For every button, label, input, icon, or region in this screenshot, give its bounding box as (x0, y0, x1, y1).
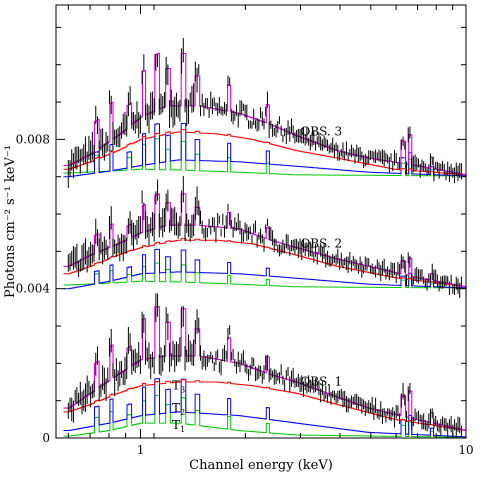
series-t1-line (63, 394, 467, 438)
series-t2-line (63, 122, 467, 178)
panel-label-obs2: OBS. 2 (300, 237, 342, 251)
plot-frame (55, 4, 467, 439)
component-subscript: 2 (180, 408, 185, 417)
panel-label-obs1: OBS. 1 (300, 375, 342, 389)
y-tick-label: 0.004 (16, 282, 51, 296)
axes-frame (55, 4, 467, 439)
series-total-model-line (63, 193, 467, 288)
component-letter: T (172, 401, 180, 415)
ticks-group (56, 5, 466, 439)
panels-group (63, 37, 467, 439)
panel-obs-3 (63, 37, 467, 188)
x-tick-label: 10 (458, 443, 473, 457)
series-total-model-line (63, 306, 467, 431)
panel-obs-1 (63, 293, 467, 439)
series-total-model-line (63, 52, 467, 176)
y-tick-label: 0 (42, 431, 50, 445)
data-points-1 (67, 175, 462, 298)
component-letter: T (172, 418, 180, 432)
series-t1-line (63, 138, 466, 177)
series-t1-line (63, 262, 466, 289)
component-label-t2: T2 (172, 401, 185, 417)
data-points-0 (67, 37, 462, 188)
component-letter: T (172, 378, 180, 392)
component-subscript: 1 (180, 425, 185, 434)
data-points-2 (67, 293, 462, 439)
component-label-t1: T1 (172, 418, 185, 434)
component-label-t3: T3 (172, 378, 185, 394)
series-t3-line (63, 129, 467, 176)
panel-obs-2 (63, 175, 467, 298)
y-tick-label: 0.008 (16, 132, 50, 146)
series-t2-line (63, 378, 467, 438)
series-t2-line (63, 248, 466, 290)
x-axis-label: Channel energy (keV) (189, 458, 333, 473)
y-axis-label: Photons cm⁻² s⁻¹ keV⁻¹ (3, 145, 18, 298)
panel-label-obs3: OBS. 3 (300, 125, 342, 139)
x-tick-label: 1 (137, 443, 145, 457)
series-t3-line (63, 379, 467, 431)
component-subscript: 3 (180, 385, 185, 394)
